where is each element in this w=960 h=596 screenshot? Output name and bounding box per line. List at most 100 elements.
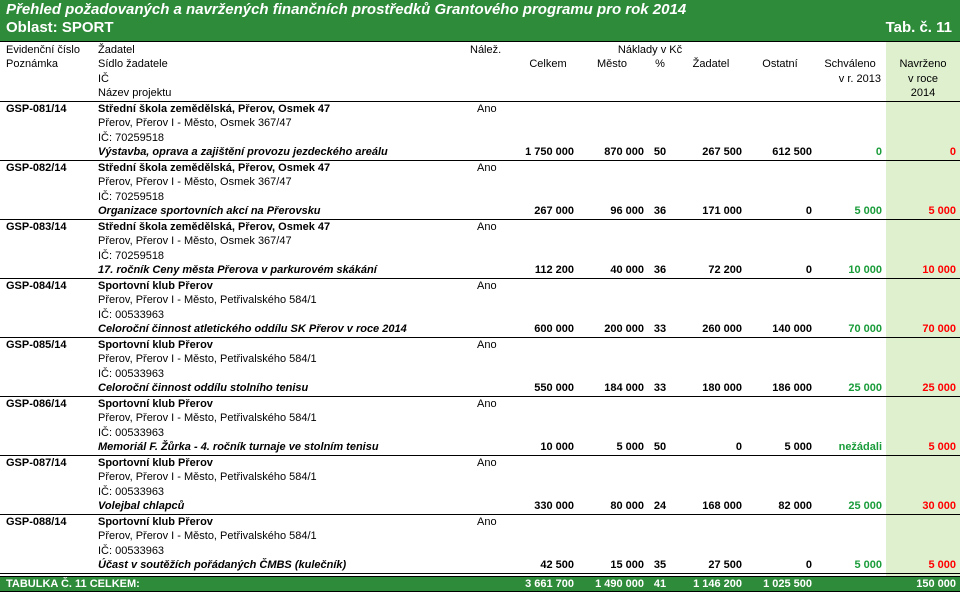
row-address: Přerov, Přerov I - Město, Petřivalského … <box>98 353 317 365</box>
row-ic: IČ: 00533963 <box>98 368 165 380</box>
row-id: GSP-081/14 <box>6 103 67 115</box>
row-ostatni: 0 <box>805 205 812 217</box>
row-project: Organizace sportovních akcí na Přerovsku <box>98 205 321 217</box>
col-pct: % <box>655 58 665 70</box>
row-ic: IČ: 70259518 <box>98 250 165 262</box>
row-id: GSP-085/14 <box>6 339 67 351</box>
row-project: Výstavba, oprava a zajištění provozu jez… <box>98 146 388 158</box>
col-navrzeno-line2: v roce <box>908 73 938 85</box>
total-banner <box>0 576 960 591</box>
col-mesto: Město <box>597 58 627 70</box>
row-address: Přerov, Přerov I - Město, Osmek 367/47 <box>98 176 292 188</box>
row-mesto: 5 000 <box>616 441 644 453</box>
row-zadatel: 0 <box>735 441 742 453</box>
row-celkem: 550 000 <box>534 382 574 394</box>
row-divider <box>0 455 960 456</box>
row-address: Přerov, Přerov I - Město, Petřivalského … <box>98 471 317 483</box>
row-id: GSP-087/14 <box>6 457 67 469</box>
row-project: Volejbal chlapců <box>98 500 185 512</box>
row-zadatel: 27 500 <box>708 559 742 571</box>
divider <box>0 576 960 577</box>
table-number: Tab. č. 11 <box>885 19 952 36</box>
col-sidlo: Sídlo žadatele <box>98 58 168 70</box>
row-mesto: 96 000 <box>610 205 644 217</box>
total-navrzeno: 150 000 <box>916 578 956 590</box>
col-zadatel: Žadatel <box>98 44 135 56</box>
row-nalez: Ano <box>477 280 497 292</box>
row-project: Celoroční činnost atletického oddílu SK … <box>98 323 407 335</box>
row-id: GSP-083/14 <box>6 221 67 233</box>
row-applicant: Střední škola zemědělská, Přerov, Osmek … <box>98 162 331 174</box>
row-nalez: Ano <box>477 398 497 410</box>
row-address: Přerov, Přerov I - Město, Osmek 367/47 <box>98 117 292 129</box>
col-nazev: Název projektu <box>98 87 172 99</box>
row-nalez: Ano <box>477 162 497 174</box>
col-ostatni: Ostatní <box>762 58 798 70</box>
row-celkem: 42 500 <box>540 559 574 571</box>
row-celkem: 267 000 <box>534 205 574 217</box>
divider <box>0 41 960 42</box>
row-ic: IČ: 70259518 <box>98 132 165 144</box>
row-mesto: 870 000 <box>604 146 644 158</box>
row-navrzeno: 70 000 <box>922 323 956 335</box>
row-navrzeno: 10 000 <box>922 264 956 276</box>
row-schvaleno: nežádali <box>838 441 882 453</box>
row-divider <box>0 160 960 161</box>
row-divider <box>0 278 960 279</box>
row-zadatel: 171 000 <box>702 205 742 217</box>
row-address: Přerov, Přerov I - Město, Petřivalského … <box>98 294 317 306</box>
col-nalez: Nálež. <box>470 44 502 56</box>
row-schvaleno: 25 000 <box>848 382 882 394</box>
row-ic: IČ: 00533963 <box>98 309 165 321</box>
title-banner: Přehled požadovaných a navržených finanč… <box>0 0 960 41</box>
divider <box>0 101 960 102</box>
row-zadatel: 168 000 <box>702 500 742 512</box>
row-schvaleno: 10 000 <box>848 264 882 276</box>
row-project: 17. ročník Ceny města Přerova v parkurov… <box>98 264 377 276</box>
row-ostatni: 82 000 <box>778 500 812 512</box>
row-ostatni: 0 <box>805 264 812 276</box>
col-ic: IČ <box>98 73 109 85</box>
row-project: Celoroční činnost oddílu stolního tenisu <box>98 382 309 394</box>
row-mesto: 184 000 <box>604 382 644 394</box>
row-address: Přerov, Přerov I - Město, Petřivalského … <box>98 412 317 424</box>
col-evidencni-cislo: Evidenční číslo <box>6 44 80 56</box>
row-pct: 35 <box>653 559 667 571</box>
col-poznamka: Poznámka <box>6 58 58 70</box>
row-applicant: Sportovní klub Přerov <box>98 339 213 351</box>
row-id: GSP-084/14 <box>6 280 67 292</box>
row-celkem: 1 750 000 <box>525 146 574 158</box>
row-ic: IČ: 00533963 <box>98 486 165 498</box>
row-zadatel: 267 500 <box>702 146 742 158</box>
total-mesto: 1 490 000 <box>595 578 644 590</box>
row-project: Memoriál F. Žůrka - 4. ročník turnaje ve… <box>98 441 379 453</box>
document-title: Přehled požadovaných a navržených finanč… <box>6 1 687 18</box>
row-address: Přerov, Přerov I - Město, Petřivalského … <box>98 530 317 542</box>
row-ostatni: 186 000 <box>772 382 812 394</box>
row-navrzeno: 5 000 <box>928 441 956 453</box>
row-applicant: Sportovní klub Přerov <box>98 398 213 410</box>
row-ostatni: 0 <box>805 559 812 571</box>
row-nalez: Ano <box>477 103 497 115</box>
row-applicant: Střední škola zemědělská, Přerov, Osmek … <box>98 103 331 115</box>
row-schvaleno: 5 000 <box>854 559 882 571</box>
row-celkem: 600 000 <box>534 323 574 335</box>
row-project: Účast v soutěžích pořádaných ČMBS (kuleč… <box>98 559 347 571</box>
row-navrzeno: 0 <box>949 146 956 158</box>
navrzeno-column-fill <box>886 41 960 576</box>
row-ic: IČ: 00533963 <box>98 427 165 439</box>
row-navrzeno: 25 000 <box>922 382 956 394</box>
row-id: GSP-082/14 <box>6 162 67 174</box>
row-zadatel: 180 000 <box>702 382 742 394</box>
row-ic: IČ: 00533963 <box>98 545 165 557</box>
row-divider <box>0 573 960 574</box>
row-celkem: 10 000 <box>540 441 574 453</box>
row-mesto: 40 000 <box>610 264 644 276</box>
row-ostatni: 612 500 <box>772 146 812 158</box>
row-id: GSP-088/14 <box>6 516 67 528</box>
col-navrzeno: Navrženo <box>899 58 947 70</box>
row-pct: 33 <box>653 323 667 335</box>
row-applicant: Sportovní klub Přerov <box>98 280 213 292</box>
row-applicant: Sportovní klub Přerov <box>98 516 213 528</box>
row-schvaleno: 70 000 <box>848 323 882 335</box>
